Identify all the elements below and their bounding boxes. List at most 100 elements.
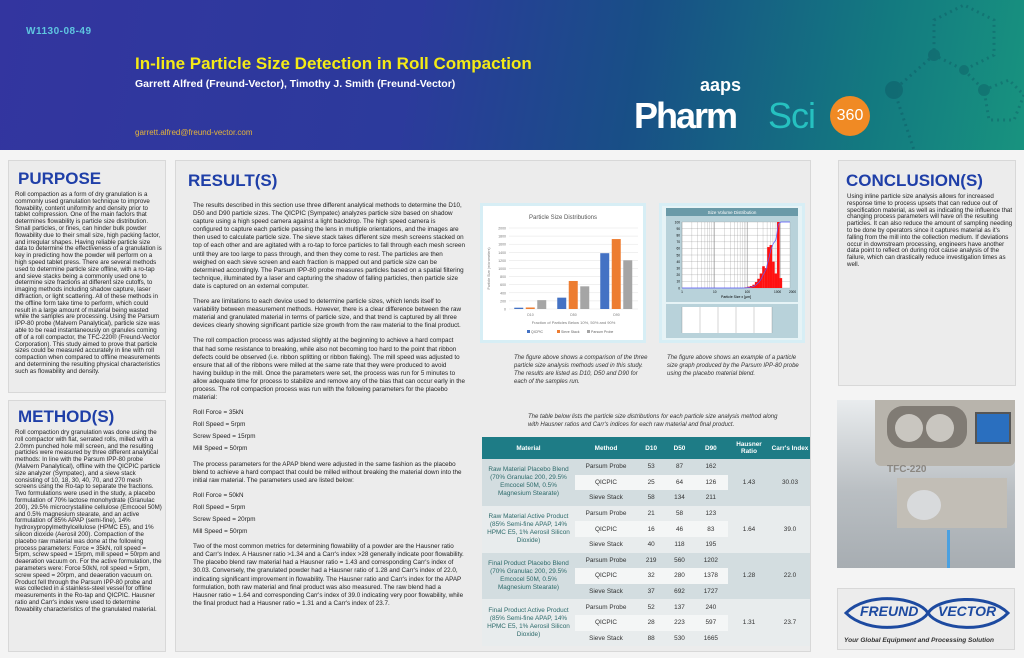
col-header: D90 xyxy=(693,437,728,459)
table-row: QICPIC 25 64 126 xyxy=(482,474,810,491)
value-cell: 530 xyxy=(665,630,694,647)
contact-email[interactable]: garrett.alfred@freund-vector.com xyxy=(135,128,253,137)
col-header: Material xyxy=(482,437,575,459)
table-row: QICPIC 16 46 83 xyxy=(482,521,810,537)
results-paragraph: The process parameters for the APAP blen… xyxy=(193,460,462,484)
x-tick-label: 1000 xyxy=(774,290,781,294)
value-cell: 53 xyxy=(637,459,666,475)
bar-sieve-stack xyxy=(525,307,535,309)
logo-aaps: aaps xyxy=(700,75,742,95)
value-cell: 280 xyxy=(665,568,694,584)
legend-swatch xyxy=(587,330,590,333)
y-tick-label: 70 xyxy=(676,240,680,244)
value-cell: 37 xyxy=(637,583,666,600)
histogram-bar xyxy=(774,273,778,288)
results-title: RESULT(S) xyxy=(188,171,278,190)
table-row: QICPIC 32 280 1378 xyxy=(482,568,810,584)
value-cell: 1202 xyxy=(693,552,728,569)
value-cell: 52 xyxy=(637,599,666,615)
methods-text: Roll compaction dry granulation was done… xyxy=(15,429,162,613)
x-axis-label: Particle Size x [µm] xyxy=(721,295,751,299)
col-header: Hausner Ratio xyxy=(728,437,770,459)
cumulative-line xyxy=(682,221,790,289)
conclusion-text: Using inline particle size analysis allo… xyxy=(847,193,1013,268)
results-paragraph: The roll compaction process was adjusted… xyxy=(193,337,465,402)
param-line: Roll Speed = 5rpm xyxy=(193,503,246,511)
value-cell: 21 xyxy=(637,505,666,522)
table-row: Raw Material Active Product (85% Semi-fi… xyxy=(482,505,810,553)
histogram-bar xyxy=(759,273,763,288)
poster-authors: Garrett Alfred (Freund-Vector), Timothy … xyxy=(135,78,456,90)
value-cell: 1378 xyxy=(693,568,728,584)
histogram-bar xyxy=(769,245,773,288)
poster-title: In-line Particle Size Detection in Roll … xyxy=(135,54,532,73)
x-tick-label: 1 xyxy=(681,290,683,294)
histogram-title-bar xyxy=(666,208,798,216)
legend-label: Parsum Probe xyxy=(591,330,613,334)
y-tick-label: 90 xyxy=(676,227,680,231)
table-row: Raw Material Placebo Blend (70% Granulac… xyxy=(482,459,810,506)
y-tick-label: 1800 xyxy=(498,235,506,239)
value-cell: 46 xyxy=(665,521,694,537)
particle-size-table: Material Method D10 D50 D90 Hausner Rati… xyxy=(482,437,810,647)
value-cell: 1727 xyxy=(693,583,728,600)
value-cell: 28 xyxy=(637,614,666,631)
value-cell: 219 xyxy=(637,552,666,569)
results-paragraph: There are limitations to each device use… xyxy=(193,298,461,330)
x-tick-label: D10 xyxy=(527,313,533,317)
y-tick-label: 400 xyxy=(500,291,506,295)
value-cell: 134 xyxy=(665,490,694,506)
y-tick-label: 1400 xyxy=(498,251,506,255)
value-cell: 64 xyxy=(665,474,694,491)
machine-label: TFC-220 xyxy=(887,464,927,475)
bar-sieve-stack xyxy=(568,280,578,309)
value-cell: 1665 xyxy=(693,630,728,647)
carr-cell: 22.0 xyxy=(770,552,810,600)
x-tick-label: D50 xyxy=(570,313,576,317)
legend-label: Sieve Stack xyxy=(561,330,580,334)
purpose-panel: PURPOSE Roll compaction as a form of dry… xyxy=(8,160,166,393)
carr-cell: 30.03 xyxy=(770,459,810,506)
figure1-caption: The figure above shows a comparison of t… xyxy=(514,355,648,385)
y-tick-label: 2000 xyxy=(498,227,506,231)
conclusion-panel: CONCLUSION(S) Using inline particle size… xyxy=(838,160,1016,386)
value-cell: 118 xyxy=(665,536,694,553)
particle-size-chart: Particle Size Distributions 0 200 400 600 800… xyxy=(480,203,646,343)
y-tick-label: 50 xyxy=(676,253,680,257)
col-header: D10 xyxy=(637,437,666,459)
method-cell: Sieve Stack xyxy=(575,536,637,553)
parsum-histogram-figure: Size Volume Distribution 0 10 20 30 40 50 60 70 8… xyxy=(659,203,805,343)
hausner-cell: 1.28 xyxy=(728,552,770,600)
logo-tagline: Your Global Equipment and Processing Sol… xyxy=(844,637,994,644)
table-row: Sieve Stack 40 118 195 xyxy=(482,536,810,553)
bar-qicpic xyxy=(557,297,567,309)
pharmsci360-logo: aaps Pharm Sci 360 xyxy=(630,76,870,140)
bar-sieve-stack xyxy=(611,239,621,309)
table-row: Sieve Stack 88 530 1665 xyxy=(482,630,810,647)
poster-code: W1130-08-49 xyxy=(26,26,92,37)
method-cell: Parsum Probe xyxy=(575,505,637,522)
y-tick-label: 40 xyxy=(676,260,680,264)
legend-swatch xyxy=(527,330,530,333)
histogram-bar xyxy=(767,247,770,288)
value-cell: 240 xyxy=(693,599,728,615)
results-text: The results described in this section us… xyxy=(193,202,465,615)
method-cell: QICPIC xyxy=(575,568,637,584)
logo-sci: Sci xyxy=(768,95,816,136)
value-cell: 58 xyxy=(637,490,666,506)
carr-cell: 39.0 xyxy=(770,505,810,553)
figure2-caption: The figure above shows an example of a p… xyxy=(667,355,799,377)
histogram-bar xyxy=(757,278,760,288)
bar-parsum-probe xyxy=(580,286,590,309)
y-tick-label: 1600 xyxy=(498,243,506,247)
value-cell: 692 xyxy=(665,583,694,600)
value-cell: 16 xyxy=(637,521,666,537)
table-row: Final Product Placebo Blend (70% Granula… xyxy=(482,552,810,600)
material-cell: Final Product Placebo Blend (70% Granula… xyxy=(482,552,575,600)
x-axis-label: Fraction of Particles Below 10%, 50% and… xyxy=(532,320,616,325)
param-line: Screw Speed = 15rpm xyxy=(193,433,256,441)
col-header: D50 xyxy=(665,437,694,459)
param-line: Roll Force = 50kN xyxy=(193,491,244,499)
y-tick-label: 30 xyxy=(676,267,680,271)
x-tick-label: 100 xyxy=(745,290,751,294)
